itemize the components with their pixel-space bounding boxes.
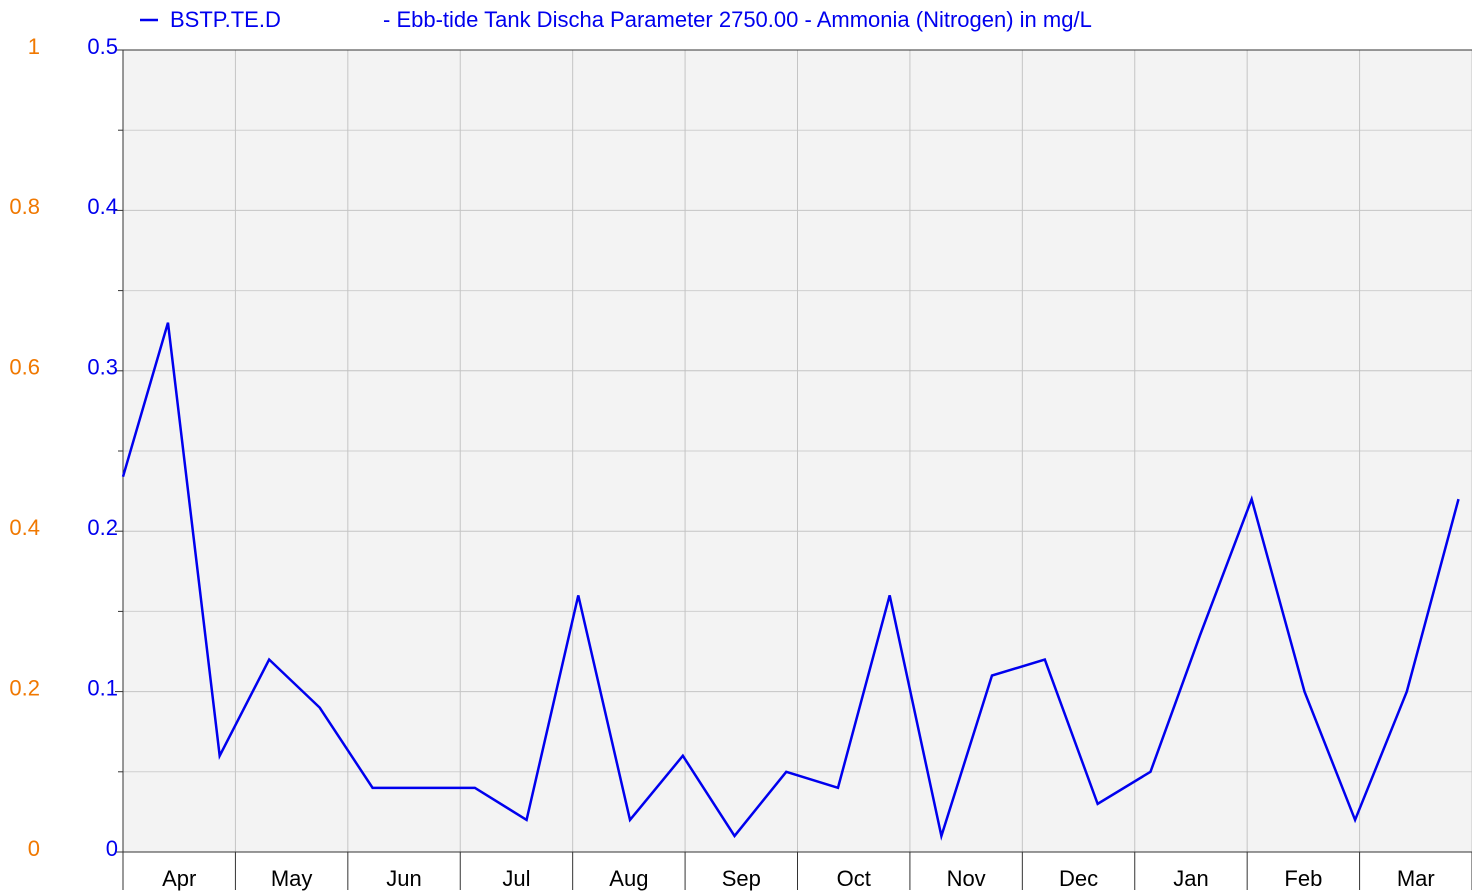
x-tick-label: Jan [1173,866,1208,891]
y-tick-label: 0.2 [87,515,118,540]
x-tick-label: May [271,866,313,891]
x-tick-label: Jun [386,866,421,891]
data-line [121,322,1460,841]
y-tick-label: 0.5 [87,34,118,59]
x-tick-label: Dec [1059,866,1098,891]
x-tick-label: Nov [947,866,986,891]
legend-label: BSTP.TE.D [170,7,281,32]
y-tick-label: 0 [106,836,118,861]
chart-title: - Ebb-tide Tank Discha Parameter 2750.00… [383,7,1092,32]
y2-tick-label: 0.8 [9,194,40,219]
x-tick-label: Sep [722,866,761,891]
x-tick-label: Feb [1284,866,1322,891]
y2-tick-label: 0.6 [9,355,40,380]
y-tick-label: 0.1 [87,675,118,700]
y-tick-label: 0.4 [87,194,118,219]
x-tick-label: Oct [837,866,871,891]
x-tick-label: Mar [1397,866,1435,891]
y2-tick-label: 0.4 [9,515,40,540]
y2-tick-label: 0.2 [9,675,40,700]
y2-tick-label: 0 [28,836,40,861]
x-tick-label: Jul [502,866,530,891]
y2-tick-label: 1 [28,34,40,59]
y-tick-label: 0.3 [87,355,118,380]
x-tick-label: Aug [609,866,648,891]
x-tick-label: Apr [162,866,196,891]
